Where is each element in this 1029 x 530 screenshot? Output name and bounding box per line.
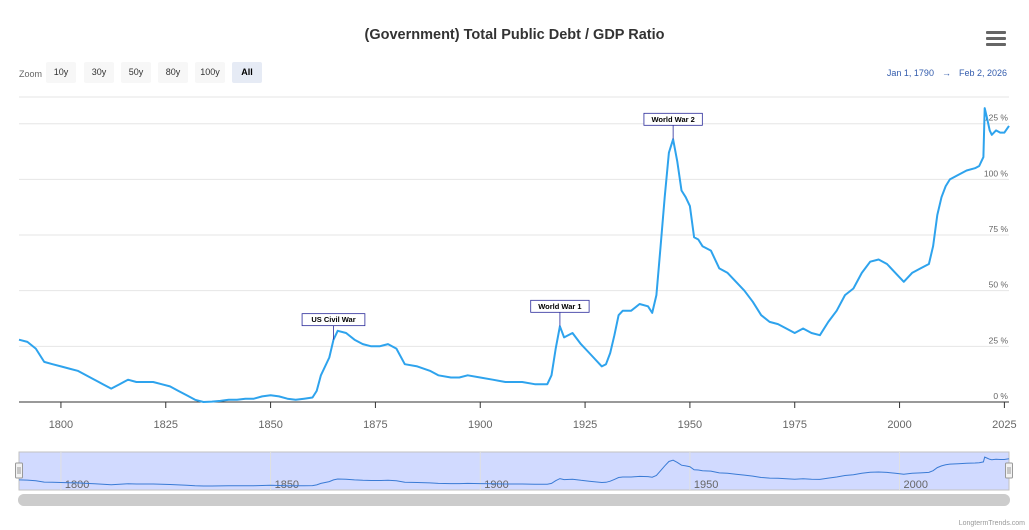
y-tick-label: 25 % [989, 335, 1009, 345]
range-from-input[interactable]: Jan 1, 1790 [886, 68, 934, 78]
zoom-label: Zoom [19, 69, 43, 79]
y-tick-label: 0 % [993, 391, 1008, 401]
flag-box [643, 112, 703, 126]
event-flag[interactable]: World War 2 [643, 112, 703, 140]
x-tick-label: 2025 [992, 419, 1016, 431]
x-tick-label: 1850 [258, 419, 282, 431]
x-tick-label: 1800 [49, 419, 73, 431]
zoom-button-10y[interactable]: 10y [46, 62, 76, 83]
y-tick-label: 100 % [984, 168, 1009, 178]
range-arrow-icon: → [941, 68, 951, 78]
flag-label: World War 2 [651, 115, 694, 124]
debt-series-line [18, 107, 1010, 403]
x-tick-label: 1900 [468, 419, 492, 431]
navigator-tick-label: 1900 [484, 479, 508, 491]
chart-title: (Government) Total Public Debt / GDP Rat… [364, 27, 665, 43]
handle-body [15, 462, 23, 479]
zoom-button-80y[interactable]: 80y [158, 62, 188, 83]
navigator-handle-left[interactable] [15, 462, 23, 479]
navigator-tick-label: 1950 [694, 479, 718, 491]
date-range: Jan 1, 1790 → Feb 2, 2026 [887, 68, 1007, 78]
x-tick-label: 2000 [887, 419, 911, 431]
event-flag[interactable]: World War 1 [530, 299, 590, 327]
scrollbar-thumb[interactable] [18, 494, 1010, 506]
navigator-tick-label: 1800 [65, 479, 89, 491]
navigator-tick-label: 2000 [904, 479, 928, 491]
x-tick-label: 1975 [782, 419, 806, 431]
handle-body [1005, 462, 1013, 479]
zoom-button-30y[interactable]: 30y [84, 62, 114, 83]
flag-box [301, 313, 366, 327]
y-tick-label: 50 % [989, 280, 1009, 290]
navigator-tick-label: 1850 [275, 479, 299, 491]
x-tick-label: 1925 [573, 419, 597, 431]
x-tick-label: 1875 [363, 419, 387, 431]
zoom-button-100y[interactable]: 100y [195, 62, 225, 83]
flag-label: World War 1 [538, 302, 581, 311]
hamburger-menu-icon[interactable] [986, 31, 1006, 49]
x-tick-label: 1950 [678, 419, 702, 431]
event-flag[interactable]: US Civil War [301, 313, 366, 340]
y-tick-label: 75 % [989, 224, 1009, 234]
x-tick-label: 1825 [154, 419, 178, 431]
zoom-button-50y[interactable]: 50y [121, 62, 151, 83]
credits-link[interactable]: LongtermTrends.com [958, 520, 1025, 527]
range-to-input[interactable]: Feb 2, 2026 [958, 68, 1007, 78]
navigator-handle-right[interactable] [1005, 462, 1013, 479]
zoom-button-all[interactable]: All [232, 62, 262, 83]
flag-label: US Civil War [311, 315, 355, 324]
flag-box [530, 299, 590, 313]
y-tick-label: 125 % [984, 113, 1009, 123]
navigator-series-line [18, 456, 1010, 487]
